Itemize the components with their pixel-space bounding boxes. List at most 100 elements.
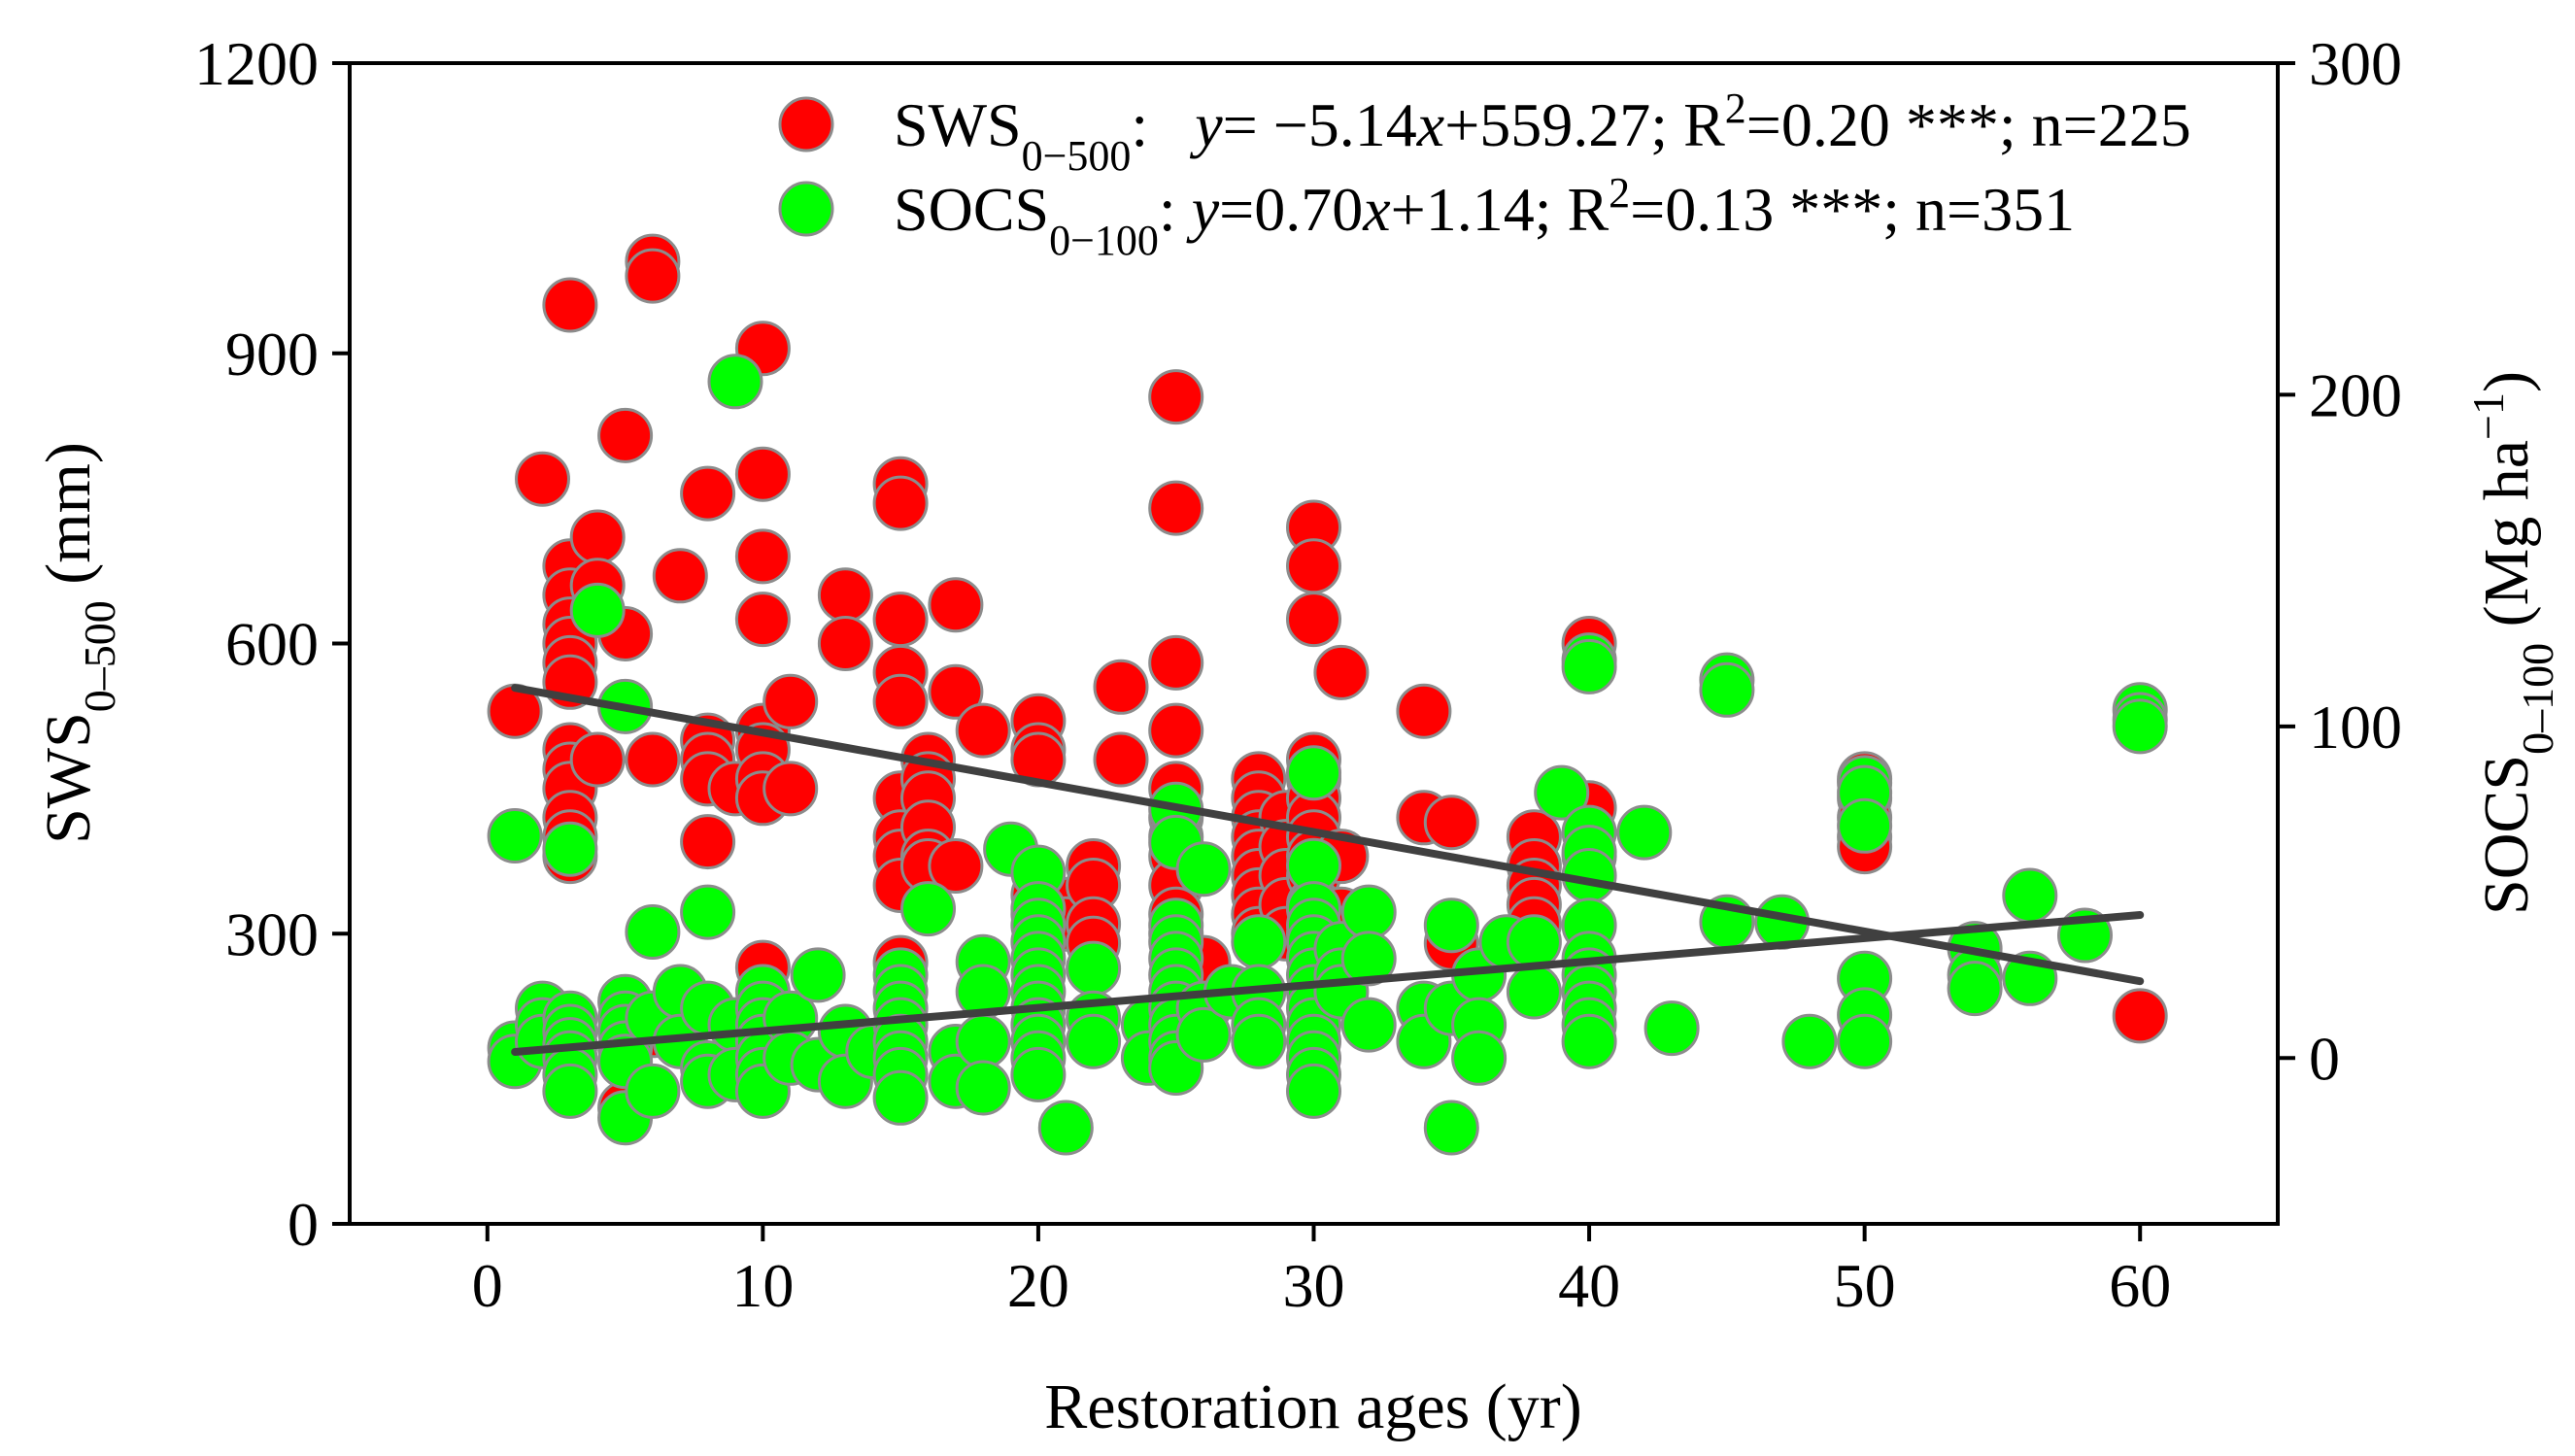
socs-point bbox=[955, 1060, 1011, 1116]
socs-point bbox=[1340, 997, 1397, 1053]
socs-point bbox=[1947, 961, 2003, 1017]
sws-point bbox=[569, 731, 626, 788]
socs-point bbox=[487, 808, 543, 863]
sws-point bbox=[872, 475, 929, 531]
socs-point bbox=[1010, 1046, 1067, 1102]
sws-point bbox=[1286, 592, 1341, 648]
sws-point bbox=[817, 616, 873, 671]
y-right-tick-label: 0 bbox=[2309, 1024, 2340, 1093]
sws-point bbox=[928, 577, 984, 633]
socs-point bbox=[1340, 931, 1397, 987]
y-axis-left-title-unit: (mm) bbox=[33, 442, 104, 600]
y-right-tick-label: 300 bbox=[2309, 29, 2402, 98]
y-right-tick-label: 100 bbox=[2309, 693, 2402, 762]
socs-point bbox=[1643, 1000, 1700, 1057]
sws-point bbox=[1313, 644, 1370, 700]
sws-point bbox=[1423, 795, 1479, 851]
y-left-tick-label: 900 bbox=[225, 320, 319, 389]
legend-label-socs: SOCS0−100: y=0.70x+1.14; R2=0.13 ***; n=… bbox=[894, 169, 2075, 264]
socs-point bbox=[1231, 1013, 1287, 1069]
sws-point bbox=[1093, 731, 1149, 788]
socs-point bbox=[625, 1063, 681, 1119]
x-axis-title: Restoration ages (yr) bbox=[1044, 1371, 1582, 1442]
x-tick-label: 10 bbox=[731, 1251, 794, 1320]
sws-point bbox=[817, 567, 873, 624]
sws-point bbox=[734, 446, 791, 502]
legend-label-sws: SWS0−500: y= −5.14x+559.27; R2=0.20 ***;… bbox=[894, 85, 2191, 180]
socs-point bbox=[1561, 638, 1617, 694]
y-axis-left-title-sub: 0–500 bbox=[75, 600, 124, 712]
sws-point bbox=[680, 814, 736, 870]
socs-point bbox=[1699, 661, 1755, 718]
x-tick-label: 40 bbox=[1558, 1251, 1620, 1320]
sws-point bbox=[542, 277, 598, 333]
x-tick-label: 50 bbox=[1834, 1251, 1896, 1320]
socs-fit-line bbox=[511, 910, 2145, 1057]
sws-point bbox=[1093, 659, 1149, 715]
socs-point bbox=[542, 821, 598, 877]
socs-point bbox=[1286, 745, 1341, 801]
socs-point bbox=[625, 904, 681, 960]
sws-point bbox=[734, 592, 791, 648]
socs-point bbox=[2002, 867, 2058, 924]
y-axis-right-title-sub: 0–100 bbox=[2513, 643, 2562, 755]
socs-point bbox=[900, 881, 956, 937]
sws-point bbox=[872, 673, 929, 729]
sws-point bbox=[1148, 702, 1204, 759]
y-left-tick-label: 0 bbox=[288, 1190, 319, 1259]
sws-fit-line bbox=[511, 684, 2145, 986]
socs-point bbox=[1451, 1030, 1508, 1086]
y-right-tick-label: 200 bbox=[2309, 360, 2402, 429]
x-tick-label: 0 bbox=[472, 1251, 503, 1320]
socs-point bbox=[1340, 884, 1397, 940]
socs-point bbox=[2112, 698, 2168, 755]
sws-point bbox=[872, 592, 929, 648]
socs-point bbox=[1231, 914, 1287, 970]
socs-point bbox=[1066, 940, 1122, 997]
legend-marker-sws bbox=[778, 96, 834, 152]
sws-point bbox=[1148, 634, 1204, 691]
sws-point bbox=[955, 702, 1011, 759]
y-left-tick-label: 300 bbox=[225, 899, 319, 968]
y-axis-right-title: SOCS0–100 (Mg ha−1) bbox=[2463, 371, 2562, 915]
y-axis-right-title-main: SOCS bbox=[2471, 755, 2542, 915]
socs-point bbox=[1175, 1006, 1232, 1063]
socs-point bbox=[1561, 1013, 1617, 1069]
socs-point bbox=[1423, 897, 1479, 954]
x-tick-label: 30 bbox=[1283, 1251, 1345, 1320]
socs-point bbox=[1175, 841, 1232, 897]
legend: SWS0−500: y= −5.14x+559.27; R2=0.20 ***;… bbox=[778, 85, 2191, 264]
socs-point bbox=[872, 1069, 929, 1126]
socs-point bbox=[1837, 797, 1893, 854]
socs-point bbox=[1423, 1100, 1479, 1156]
legend-entry-sws: SWS0−500: y= −5.14x+559.27; R2=0.20 ***;… bbox=[778, 85, 2191, 180]
sws-point bbox=[652, 548, 708, 604]
sws-point bbox=[515, 451, 570, 507]
y-axis-right-title-close: ) bbox=[2471, 371, 2542, 392]
sws-point bbox=[1148, 369, 1204, 425]
y-left-tick-label: 1200 bbox=[194, 29, 319, 98]
socs-point bbox=[790, 947, 846, 1003]
sws-point bbox=[928, 838, 984, 894]
socs-point bbox=[1506, 964, 1562, 1020]
socs-point bbox=[1286, 1063, 1341, 1119]
sws-point bbox=[2112, 988, 2168, 1044]
sws-point bbox=[928, 663, 984, 720]
socs-point bbox=[1616, 804, 1673, 861]
socs-point bbox=[1837, 1013, 1893, 1069]
y-axis-right-title-sup: −1 bbox=[2463, 392, 2513, 440]
y-axis-left-title: SWS0–500 (mm) bbox=[33, 442, 124, 844]
socs-point bbox=[1037, 1100, 1094, 1156]
sws-point bbox=[734, 528, 791, 585]
socs-point bbox=[1066, 1013, 1122, 1069]
data-points bbox=[487, 233, 2168, 1156]
legend-marker-socs bbox=[778, 181, 834, 237]
sws-point bbox=[1148, 480, 1204, 536]
y-left-tick-label: 600 bbox=[225, 610, 319, 679]
x-tick-label: 20 bbox=[1007, 1251, 1069, 1320]
socs-point bbox=[1781, 1013, 1838, 1069]
y-axis-right-title-unit: (Mg ha bbox=[2471, 440, 2542, 643]
sws-point bbox=[625, 731, 681, 788]
socs-point bbox=[569, 582, 626, 638]
